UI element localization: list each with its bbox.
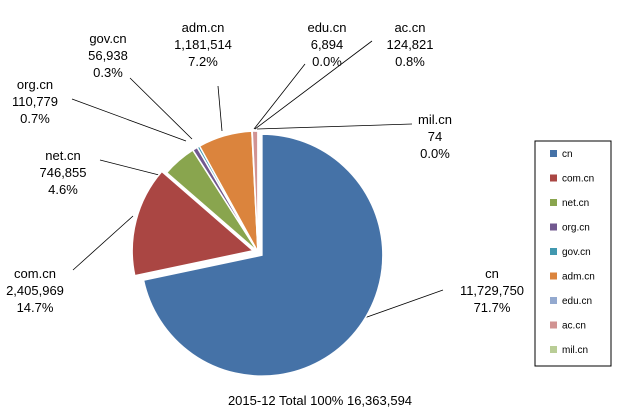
chart-footer: 2015-12 Total 100% 16,363,594 — [228, 393, 412, 408]
slice-label-gov-cn: gov.cn 56,938 0.3% — [88, 31, 128, 80]
slice-label-ac-cn: ac.cn 124,821 0.8% — [387, 20, 434, 69]
legend-swatch-ac-cn — [550, 321, 557, 329]
legend-box — [534, 140, 612, 367]
legend-label-edu-cn: edu.cn — [562, 296, 592, 307]
legend-label-net-cn: net.cn — [562, 198, 589, 209]
legend-label-ac-cn: ac.cn — [562, 321, 586, 332]
leader-line-adm-cn — [217, 85, 223, 132]
legend-swatch-com-cn — [550, 174, 557, 182]
legend-label-com-cn: com.cn — [562, 174, 594, 185]
legend-swatch-adm-cn — [550, 272, 557, 280]
leader-line-edu-cn — [253, 63, 306, 130]
leader-line-gov-cn — [129, 77, 193, 140]
leader-line-com-cn — [72, 215, 134, 271]
pie-slice-com-cn — [131, 170, 255, 277]
slice-labels: cn 11,729,750 71.7% com.cn 2,405,969 14.7% net… — [6, 20, 524, 315]
legend-label-gov-cn: gov.cn — [562, 247, 591, 258]
leader-line-cn — [352, 289, 444, 323]
slice-label-adm-cn: adm.cn 1,181,514 7.2% — [174, 20, 232, 69]
legend-swatch-net-cn — [550, 199, 557, 206]
legend-label-adm-cn: adm.cn — [562, 272, 595, 283]
legend-swatch-gov-cn — [550, 248, 557, 255]
legend-swatch-edu-cn — [550, 297, 557, 304]
slice-label-net-cn: net.cn 746,855 4.6% — [40, 148, 87, 197]
slice-label-com-cn: com.cn 2,405,969 14.7% — [6, 266, 64, 315]
legend-swatch-org-cn — [550, 223, 557, 231]
pie-slices — [131, 130, 384, 377]
legend-swatch-cn — [550, 150, 557, 157]
slice-label-edu-cn: edu.cn 6,894 0.0% — [307, 20, 346, 69]
slice-label-cn: cn 11,729,750 71.7% — [460, 266, 524, 315]
legend-label-org-cn: org.cn — [562, 223, 590, 234]
legend-swatch-mil-cn — [550, 346, 557, 353]
pie-slice-cn — [142, 133, 384, 377]
legend-label-mil-cn: mil.cn — [562, 345, 588, 356]
leader-line-net-cn — [99, 159, 164, 177]
leader-line-mil-cn — [256, 123, 413, 130]
legend: cn com.cn net.cn org.cn gov.cn adm.cn edu.cn ac… — [534, 140, 612, 367]
slice-label-mil-cn: mil.cn 74 0.0% — [418, 112, 452, 161]
leader-lines — [71, 40, 444, 323]
leader-line-org-cn — [71, 98, 187, 142]
slice-label-org-cn: org.cn 110,779 0.7% — [12, 77, 58, 126]
leader-line-ac-cn — [254, 40, 373, 130]
legend-label-cn: cn — [562, 149, 573, 160]
